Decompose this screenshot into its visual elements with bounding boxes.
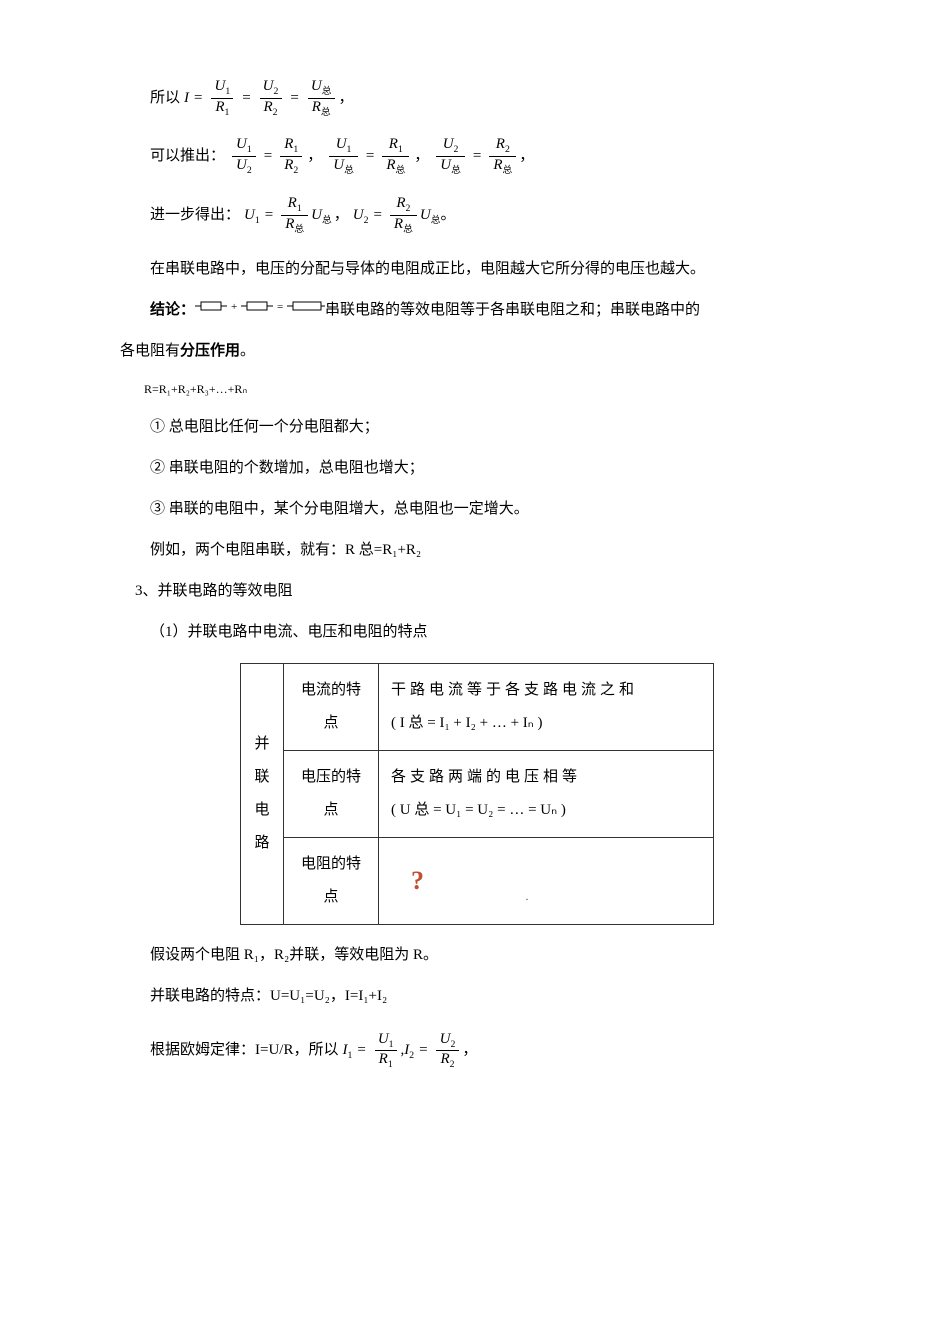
var-i2: I2	[404, 1034, 414, 1067]
formula-line-1: 所以 I = U1 R1 = U2 R2 = U总 R总 ，	[120, 78, 830, 118]
table-rowspan-cell: 并 联 电 路	[241, 663, 284, 924]
eq-sign: =	[419, 1034, 427, 1067]
frac-r2-rzong-b: R2 R总	[390, 195, 417, 235]
para-series-voltage: 在串联电路中，电压的分配与导体的电阻成正比，电阻越大它所分得的电压也越大。	[120, 253, 830, 286]
var-u2: U2	[353, 199, 369, 232]
table-prop-cell: 电流的特点	[284, 663, 379, 750]
bullet-3: ③ 串联的电阻中，某个分电阻增大，总电阻也一定增大。	[120, 493, 830, 526]
para-parallel-feature: 并联电路的特点：U=U₁=U₂，I=I₁+I₂	[120, 980, 830, 1013]
trail-text: 。	[440, 199, 455, 232]
frac-r1-rzong-b: R1 R总	[281, 195, 308, 235]
eq-sign: =	[366, 140, 374, 173]
var-I: I	[184, 82, 189, 115]
var-u1: U1	[244, 199, 260, 232]
table-prop-cell: 电阻的特点	[284, 837, 379, 924]
lead-text: 进一步得出：	[150, 199, 240, 232]
parallel-circuit-table: 并 联 电 路 电流的特点 干路电流等于各支路电流之和 ( I 总 = I₁ +…	[240, 663, 714, 925]
conclusion-line: 结论： + = 串联电路的等效电阻等于各串联电阻之和；串联电路中的	[120, 294, 830, 327]
r-sum-formula: R=R₁+R₂+R₃+…+Rₙ	[120, 376, 830, 402]
bullet-1: ① 总电阻比任何一个分电阻都大；	[120, 411, 830, 444]
section-3-1: （1）并联电路中电流、电压和电阻的特点	[120, 616, 830, 649]
svg-text:+: +	[231, 301, 237, 313]
formula-line-3: 进一步得出： U1 = R1 R总 U总 ， U2 = R2 R总 U总 。	[120, 195, 830, 235]
table-desc-cell: ? .	[379, 837, 714, 924]
example-line: 例如，两个电阻串联，就有：R 总=R₁+R₂	[120, 534, 830, 567]
fenya-bold: 分压作用	[180, 343, 240, 359]
frac-uzong-rzong: U总 R总	[307, 78, 336, 118]
formula-line-2: 可以推出： U1 U2 = R1 R2 ， U1 U总 = R1 R总 ， U2…	[120, 136, 830, 176]
table-desc-cell: 干路电流等于各支路电流之和 ( I 总 = I₁ + I₂ + … + Iₙ )	[379, 663, 714, 750]
frac-u2-r2: U2 R2	[259, 78, 283, 118]
eq-sign: =	[265, 199, 273, 232]
desc-text: 干路电流等于各支路电流之和	[391, 682, 638, 698]
comma: ，	[414, 140, 429, 173]
period-mark: .	[526, 887, 533, 909]
table-row: 并 联 电 路 电流的特点 干路电流等于各支路电流之和 ( I 总 = I₁ +…	[241, 663, 714, 750]
table-row: 电阻的特点 ? .	[241, 837, 714, 924]
var-i1: I1	[342, 1034, 352, 1067]
frac-r2-rzong: R2 R总	[489, 136, 516, 176]
vchar: 联	[249, 761, 275, 794]
trail-text: ，	[519, 140, 534, 173]
eq-sign: =	[242, 82, 250, 115]
ohm-lead: 根据欧姆定律：I=U/R，所以	[150, 1034, 338, 1067]
trail-text: ，	[462, 1034, 477, 1067]
conclusion-text: 串联电路的等效电阻等于各串联电阻之和；串联电路中的	[325, 294, 700, 327]
frac-u1-r1: U1 R1	[210, 78, 234, 118]
bullet-2: ② 串联电阻的个数增加，总电阻也增大；	[120, 452, 830, 485]
vchar: 路	[249, 827, 275, 860]
frac-u2-uzong: U2 U总	[436, 136, 465, 176]
resistor-diagram-icon: + =	[195, 294, 325, 327]
frac-u2-r2-b: U2 R2	[436, 1031, 460, 1071]
para-fenya: 各电阻有分压作用。	[120, 335, 830, 368]
vchar: 电	[249, 794, 275, 827]
desc-formula: ( U 总 = U₁ = U₂ = … = Uₙ )	[391, 802, 566, 818]
svg-text:=: =	[277, 301, 283, 313]
table-desc-cell: 各支路两端的电压相等 ( U 总 = U₁ = U₂ = … = Uₙ )	[379, 750, 714, 837]
var-uzong: U总	[311, 199, 332, 232]
frac-u1-u2: U1 U2	[232, 136, 256, 176]
question-mark-icon: ?	[411, 852, 428, 909]
vchar: 并	[249, 728, 275, 761]
para-assume: 假设两个电阻 R₁，R₂并联，等效电阻为 R。	[120, 939, 830, 972]
conclusion-label: 结论：	[150, 294, 195, 327]
lead-text: 所以	[150, 82, 180, 115]
eq-sign: =	[194, 82, 202, 115]
eq-sign: =	[373, 199, 381, 232]
eq-sign: =	[473, 140, 481, 173]
desc-formula: ( I 总 = I₁ + I₂ + … + Iₙ )	[391, 715, 543, 731]
frac-r1-rzong: R1 R总	[382, 136, 409, 176]
eq-sign: =	[357, 1034, 365, 1067]
eq-sign: =	[264, 140, 272, 173]
trail-text: ，	[338, 82, 353, 115]
desc-text: 各支路两端的电压相等	[391, 769, 581, 785]
comma: ，	[307, 140, 322, 173]
var-uzong-b: U总	[420, 199, 441, 232]
ohm-law-line: 根据欧姆定律：I=U/R，所以 I1 = U1 R1 , I2 = U2 R2 …	[120, 1031, 830, 1071]
lead-text: 可以推出：	[150, 140, 225, 173]
section-3-heading: 3、并联电路的等效电阻	[120, 575, 830, 608]
table-row: 电压的特点 各支路两端的电压相等 ( U 总 = U₁ = U₂ = … = U…	[241, 750, 714, 837]
frac-u1-r1-b: U1 R1	[374, 1031, 398, 1071]
comma: ，	[334, 199, 349, 232]
table-prop-cell: 电压的特点	[284, 750, 379, 837]
frac-r1-r2: R1 R2	[280, 136, 302, 176]
frac-u1-uzong: U1 U总	[329, 136, 358, 176]
eq-sign: =	[290, 82, 298, 115]
fenya-end: 。	[240, 343, 255, 359]
fenya-lead: 各电阻有	[120, 343, 180, 359]
